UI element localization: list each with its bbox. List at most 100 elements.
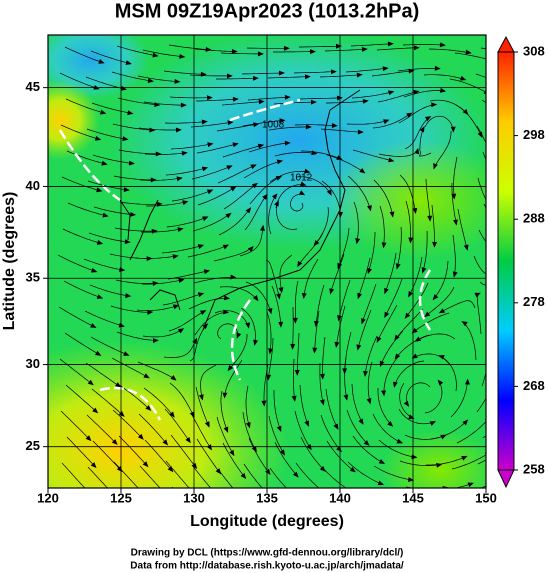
contour-label: 1012 <box>290 173 313 184</box>
streamline <box>422 230 428 273</box>
streamline-arrow <box>214 493 219 498</box>
streamline <box>90 50 132 65</box>
streamline <box>143 387 175 418</box>
streamline-arrow <box>90 323 97 328</box>
streamline <box>191 165 232 180</box>
streamline-arrow <box>389 211 395 218</box>
streamline <box>294 124 338 127</box>
streamline <box>197 186 236 206</box>
streamline <box>139 465 161 488</box>
streamline-arrow <box>253 339 259 346</box>
streamline <box>290 193 305 212</box>
streamline-arrow <box>396 438 403 444</box>
streamline <box>171 189 213 202</box>
streamline <box>91 388 125 417</box>
streamline-arrow <box>394 334 400 341</box>
streamline <box>397 68 440 72</box>
streamline-arrow <box>453 219 458 226</box>
streamline-arrow <box>450 126 456 133</box>
streamline <box>398 104 437 124</box>
streamline-arrow <box>262 193 268 200</box>
streamline <box>239 225 264 257</box>
streamline-arrow <box>197 292 205 298</box>
streamline <box>320 414 342 452</box>
streamline <box>161 244 204 254</box>
streamline-arrow <box>451 193 457 200</box>
streamline <box>200 364 217 400</box>
streamline <box>476 125 486 144</box>
streamline <box>351 383 364 425</box>
streamline <box>325 388 339 430</box>
streamline <box>164 408 191 443</box>
streamline-arrow <box>419 126 425 133</box>
streamline <box>83 258 125 271</box>
streamline-arrow <box>335 43 342 49</box>
x-tick-label: 150 <box>475 490 497 505</box>
streamline-arrow <box>176 176 183 182</box>
streamline <box>164 121 207 124</box>
streamline <box>93 206 136 216</box>
streamline-arrow <box>414 336 422 342</box>
streamline <box>138 127 181 131</box>
streamline-arrow <box>247 245 254 252</box>
streamline-arrow <box>267 308 273 315</box>
streamline-arrow <box>177 227 184 233</box>
streamline <box>61 176 102 192</box>
streamline <box>457 208 468 250</box>
streamline-arrow <box>276 159 284 165</box>
streamline-arrow <box>356 72 363 78</box>
streamline-arrow <box>408 68 415 74</box>
x-axis-label: Longitude (degrees) <box>190 513 344 530</box>
streamline-arrow <box>440 434 447 440</box>
streamline-arrow <box>250 164 257 170</box>
streamline-arrow <box>361 318 366 325</box>
streamline <box>111 357 150 379</box>
streamline <box>65 384 98 414</box>
streamline-arrow <box>232 142 239 148</box>
streamline-arrow <box>301 292 307 299</box>
streamline-arrow <box>382 66 389 72</box>
streamline <box>433 131 452 169</box>
streamline <box>217 323 238 340</box>
streamline-arrow <box>207 142 214 148</box>
streamline-arrow <box>349 466 356 473</box>
streamline <box>292 307 294 350</box>
x-tick-label: 145 <box>402 490 424 505</box>
streamline <box>227 334 248 371</box>
streamline-arrow <box>96 294 104 299</box>
streamline <box>136 304 179 311</box>
streamline-arrow <box>182 200 189 206</box>
streamline-arrow <box>412 207 418 214</box>
streamline <box>324 48 368 52</box>
streamline <box>394 334 430 360</box>
streamline <box>425 178 431 221</box>
streamline-arrow <box>240 497 245 502</box>
streamline-arrow <box>407 477 415 483</box>
streamline <box>165 167 208 176</box>
streamline <box>163 70 206 75</box>
streamline-arrow <box>258 51 264 57</box>
streamline-arrow <box>408 291 414 298</box>
streamline-arrow <box>439 87 447 93</box>
streamline-arrow <box>312 347 318 354</box>
streamline <box>223 183 258 210</box>
streamline-arrow <box>331 123 338 128</box>
streamline-arrow <box>232 96 239 102</box>
streamline-arrow <box>169 411 175 418</box>
streamline <box>314 310 320 353</box>
streamline <box>213 246 254 262</box>
streamline-arrow <box>384 311 390 319</box>
x-tick-label: 125 <box>110 490 132 505</box>
streamline <box>86 414 118 445</box>
streamline-arrow <box>95 350 102 356</box>
streamline-arrow <box>140 487 142 488</box>
streamline <box>112 123 155 131</box>
streamline <box>357 309 372 350</box>
streamline <box>114 227 157 232</box>
streamline <box>373 179 394 217</box>
streamline-arrow <box>333 423 339 430</box>
streamline <box>415 333 456 342</box>
streamline <box>89 284 131 297</box>
streamline-arrow <box>274 200 279 207</box>
streamline-arrow <box>367 205 372 212</box>
